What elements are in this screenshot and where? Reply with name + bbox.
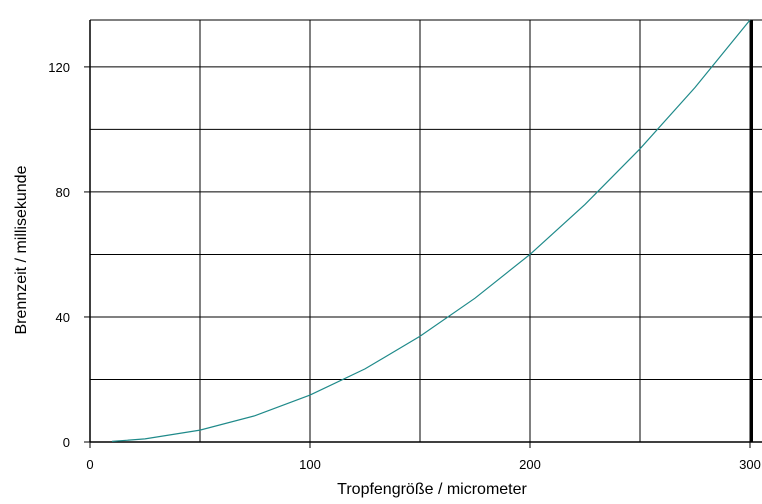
- y-tick-label-120: 120: [48, 60, 70, 75]
- x-tick-label-100: 100: [299, 457, 321, 472]
- x-tick-label-300: 300: [739, 457, 761, 472]
- series-layer: [111, 19, 751, 442]
- y-tick-label-0: 0: [63, 435, 70, 450]
- label-layer: Tropfengröße / micrometer Brennzeit / mi…: [13, 60, 761, 498]
- grid-layer: [90, 20, 762, 442]
- x-tick-label-200: 200: [519, 457, 541, 472]
- y-tick-label-40: 40: [56, 310, 70, 325]
- axis-layer: [84, 19, 762, 448]
- y-axis-title: Brennzeit / millisekunde: [13, 165, 30, 334]
- series-line-0: [111, 19, 751, 442]
- y-tick-label-80: 80: [56, 185, 70, 200]
- x-axis-title: Tropfengröße / micrometer: [337, 481, 527, 498]
- x-tick-label-0: 0: [86, 457, 93, 472]
